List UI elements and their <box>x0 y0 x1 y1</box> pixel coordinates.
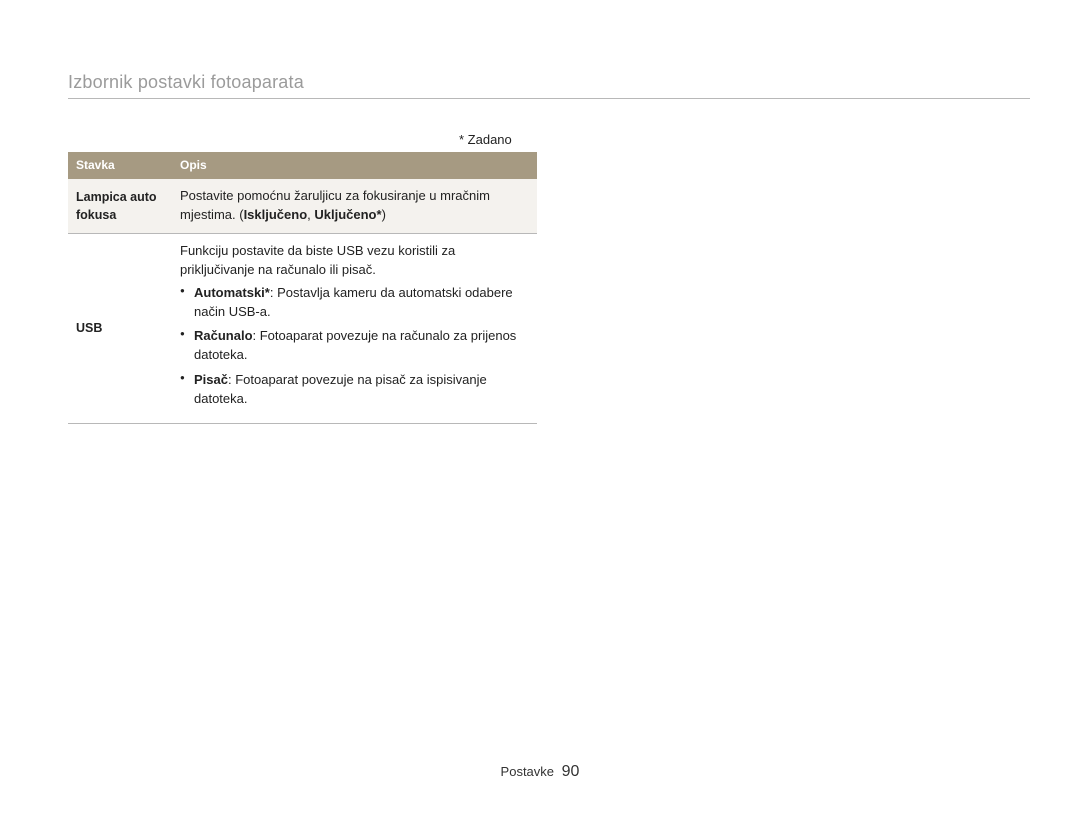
row-desc-usb: Funkciju postavite da biste USB vezu kor… <box>172 234 537 424</box>
default-note: * Zadano <box>459 132 512 147</box>
list-item: Automatski*: Postavlja kameru da automat… <box>180 284 529 322</box>
row-desc-lampica: Postavite pomoćnu žaruljicu za fokusiran… <box>172 179 537 234</box>
text: ) <box>382 207 386 222</box>
opt-pc-label: Računalo <box>194 328 253 343</box>
manual-page: Izbornik postavki fotoaparata * Zadano S… <box>0 0 1080 815</box>
page-number: 90 <box>562 763 580 780</box>
opt-printer-label: Pisač <box>194 372 228 387</box>
usb-intro: Funkciju postavite da biste USB vezu kor… <box>180 242 529 280</box>
row-label-usb: USB <box>68 234 172 424</box>
page-title: Izbornik postavki fotoaparata <box>68 72 304 93</box>
table-row: Lampica auto fokusa Postavite pomoćnu ža… <box>68 179 537 234</box>
opt-on: Uključeno* <box>314 207 381 222</box>
footer-label: Postavke <box>501 764 554 779</box>
col-header-opis: Opis <box>172 153 537 179</box>
page-footer: Postavke 90 <box>0 763 1080 781</box>
list-item: Računalo: Fotoaparat povezuje na računal… <box>180 327 529 365</box>
col-header-stavka: Stavka <box>68 153 172 179</box>
row-label-lampica: Lampica auto fokusa <box>68 179 172 234</box>
opt-auto-label: Automatski* <box>194 285 270 300</box>
table-row: USB Funkciju postavite da biste USB vezu… <box>68 234 537 424</box>
usb-options-list: Automatski*: Postavlja kameru da automat… <box>180 284 529 409</box>
opt-off: Isključeno <box>244 207 308 222</box>
list-item: Pisač: Fotoaparat povezuje na pisač za i… <box>180 371 529 409</box>
settings-table: Stavka Opis Lampica auto fokusa Postavit… <box>68 152 537 424</box>
table-header-row: Stavka Opis <box>68 153 537 179</box>
opt-printer-text: : Fotoaparat povezuje na pisač za ispisi… <box>194 372 487 406</box>
title-rule <box>68 98 1030 99</box>
